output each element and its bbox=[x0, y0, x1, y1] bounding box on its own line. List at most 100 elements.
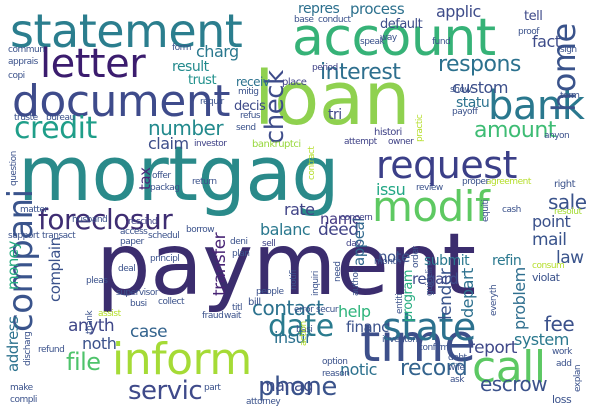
word-balanc: balanc bbox=[260, 220, 311, 239]
word-principl: principl bbox=[150, 254, 180, 264]
word-supervisor: supervisor bbox=[116, 288, 159, 298]
word-record: record bbox=[400, 356, 468, 381]
word-credit: credit bbox=[14, 111, 97, 146]
word-law: law bbox=[556, 248, 584, 268]
word-pleas: pleas bbox=[86, 276, 108, 286]
word-rescind: rescind bbox=[128, 217, 158, 227]
word-form: form bbox=[172, 43, 191, 53]
word-borrow: borrow bbox=[186, 225, 215, 235]
word-amount: amount bbox=[474, 118, 556, 143]
word-fact: fact bbox=[532, 32, 561, 51]
word-add: add bbox=[556, 359, 572, 369]
word-help: help bbox=[338, 302, 371, 321]
word-month: month bbox=[374, 257, 401, 267]
word-discharg: discharg bbox=[23, 331, 33, 366]
word-bank: bank bbox=[488, 83, 585, 129]
word-anyon: anyon bbox=[544, 131, 570, 141]
word-speak: speak bbox=[360, 37, 385, 47]
word-mitig: mitig bbox=[238, 87, 259, 97]
word-option: option bbox=[322, 357, 348, 367]
word-fraud: fraud bbox=[202, 311, 224, 321]
word-time: time bbox=[360, 314, 476, 374]
word-tell: tell bbox=[524, 9, 543, 24]
word-wife: wife bbox=[448, 363, 465, 373]
word-way: way bbox=[380, 33, 397, 43]
word-system: system bbox=[514, 330, 569, 349]
word-proof: proof bbox=[518, 27, 539, 37]
word-sell: sell bbox=[262, 239, 276, 249]
word-statu: statu bbox=[456, 95, 490, 111]
word-charg: charg bbox=[196, 42, 239, 61]
word-letter: letter bbox=[40, 41, 146, 87]
word-equiti: equiti bbox=[481, 199, 491, 222]
word-tri: tri bbox=[328, 107, 342, 123]
word-consum: consum bbox=[532, 261, 565, 271]
word-guidelin: guidelin bbox=[425, 264, 435, 296]
word-mortgag: mortgag bbox=[18, 129, 340, 218]
word-attempt: attempt bbox=[344, 137, 377, 147]
word-applic: applic bbox=[436, 2, 481, 21]
word-paper: paper bbox=[120, 237, 144, 247]
word-call: call bbox=[472, 342, 546, 393]
word-loss: loss bbox=[552, 393, 572, 406]
word-rate: rate bbox=[284, 200, 315, 219]
word-depart: depart bbox=[458, 268, 477, 318]
word-people: people bbox=[256, 287, 284, 297]
word-busi: busi bbox=[130, 299, 147, 309]
word-histori: histori bbox=[374, 127, 402, 138]
word-secur: secur bbox=[316, 305, 339, 315]
word-request: request bbox=[376, 143, 517, 187]
word-interest: interest bbox=[320, 60, 401, 85]
word-claim: claim bbox=[148, 134, 189, 153]
word-resolut: resolut bbox=[554, 207, 582, 217]
word-note: note bbox=[378, 248, 410, 266]
word-state: state bbox=[382, 305, 476, 349]
word-money: money bbox=[4, 241, 22, 290]
word-deal: deal bbox=[118, 264, 136, 274]
word-action: action bbox=[299, 321, 309, 346]
word-copi: copi bbox=[8, 71, 25, 81]
word-inform: inform bbox=[112, 334, 252, 385]
word-truste: truste bbox=[14, 113, 38, 123]
word-phone: phone bbox=[258, 372, 337, 402]
word-number: number bbox=[148, 116, 224, 140]
word-period: period bbox=[312, 63, 338, 73]
word-deed: deed bbox=[318, 220, 359, 240]
word-complain: complain bbox=[46, 237, 64, 302]
word-sale: sale bbox=[548, 190, 587, 214]
word-show: show bbox=[450, 85, 472, 95]
word-matter: matter bbox=[20, 205, 48, 215]
word-issu: issu bbox=[376, 180, 406, 199]
word-agreement: agreement bbox=[486, 177, 531, 187]
word-decis: decis bbox=[234, 99, 266, 114]
word-submit: submit bbox=[424, 253, 470, 269]
word-inquiri: inquiri bbox=[311, 271, 321, 296]
word-statement: statement bbox=[10, 4, 243, 58]
word-result: result bbox=[172, 59, 209, 75]
word-practic: practic bbox=[415, 114, 425, 142]
word-ask: ask bbox=[450, 375, 464, 385]
word-inventori: inventori bbox=[382, 335, 418, 345]
word-address: address bbox=[4, 316, 22, 372]
word-investor: investor bbox=[194, 139, 227, 149]
word-thank: thank bbox=[85, 310, 95, 334]
word-review: review bbox=[416, 183, 443, 193]
word-bill: bill bbox=[248, 297, 261, 308]
word-payoff: payoff bbox=[452, 107, 478, 117]
word-transact: transact bbox=[42, 231, 76, 241]
word-refus: refus bbox=[240, 111, 261, 121]
word-process: process bbox=[350, 0, 405, 18]
word-offer: offer bbox=[152, 171, 171, 181]
word-sign: sign bbox=[560, 45, 577, 55]
word-modif: modif bbox=[372, 182, 490, 231]
word-manag: manag bbox=[260, 376, 314, 395]
word-contract: contract bbox=[307, 146, 317, 180]
word-notifi: notifi bbox=[289, 270, 299, 290]
word-violat: violat bbox=[532, 271, 560, 284]
word-bankruptci: bankruptci bbox=[252, 139, 301, 150]
word-everyth: everyth bbox=[489, 284, 499, 316]
word-attorney: attorney bbox=[246, 397, 281, 407]
word-support: support bbox=[8, 231, 40, 241]
word-place: place bbox=[282, 77, 307, 88]
word-collect: collect bbox=[158, 297, 184, 307]
